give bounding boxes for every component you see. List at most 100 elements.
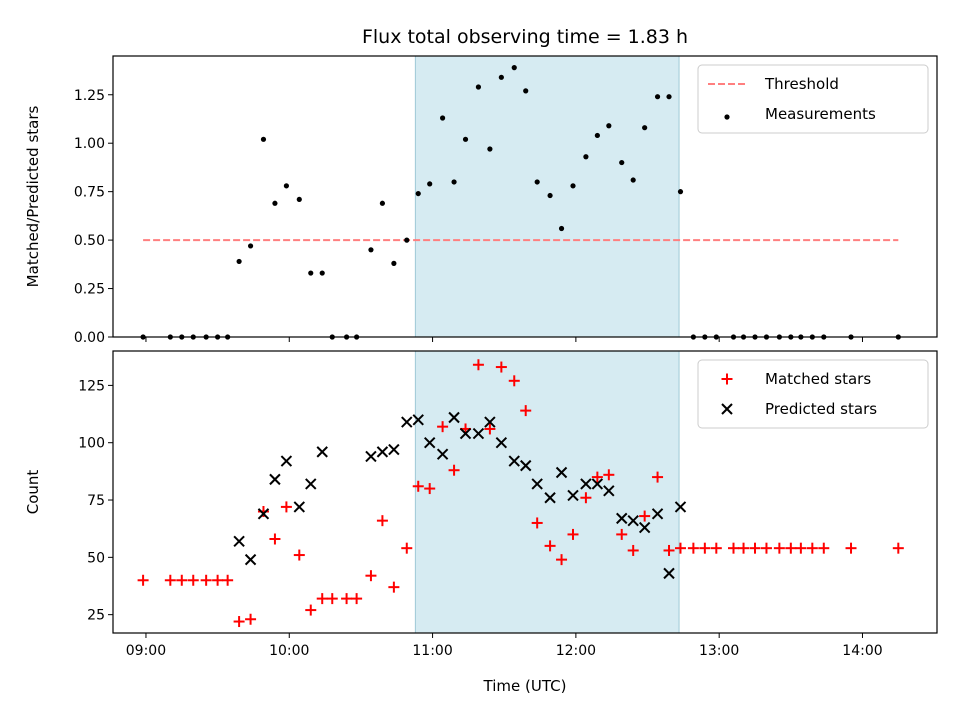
y-tick-label: 1.25 — [74, 88, 105, 104]
y-tick-label: 0.00 — [74, 330, 105, 346]
data-point — [269, 473, 281, 486]
data-point — [806, 542, 818, 554]
y-tick-label: 1.00 — [74, 136, 105, 152]
legend-entry: Predicted stars — [721, 400, 877, 418]
data-point — [316, 446, 328, 458]
data-point — [663, 567, 675, 580]
data-point — [583, 154, 589, 160]
data-point — [404, 237, 410, 243]
data-point — [296, 196, 302, 203]
data-point — [555, 466, 568, 479]
plot-frame — [112, 350, 938, 634]
data-point-stroke — [508, 455, 520, 467]
data-point — [606, 123, 612, 129]
data-point — [293, 501, 306, 513]
data-point-stroke — [376, 446, 389, 458]
data-point — [627, 544, 639, 556]
data-point — [484, 423, 496, 435]
data-point — [376, 446, 389, 458]
legend-handle — [721, 373, 733, 385]
x-tick-label: 11:00 — [412, 643, 452, 659]
data-point — [594, 132, 600, 139]
data-point — [283, 183, 289, 189]
series-predicted-stars — [233, 411, 687, 580]
data-point — [451, 179, 457, 185]
data-point — [212, 574, 224, 586]
data-point — [401, 416, 413, 428]
x-tick-label: 13:00 — [699, 643, 739, 659]
data-point — [305, 604, 317, 616]
data-point — [280, 455, 293, 467]
data-point — [511, 65, 517, 71]
bottom-panel-counts: 25 50 75 100 125 09:00 10:00 11:00 12:00 13:00 14:… — [24, 350, 938, 695]
data-point — [760, 542, 772, 554]
data-point — [666, 94, 672, 100]
data-point — [448, 411, 460, 424]
data-point — [365, 570, 377, 582]
data-point — [222, 574, 234, 586]
data-point — [448, 464, 460, 476]
data-point — [534, 179, 540, 185]
data-point — [591, 471, 603, 483]
data-point — [472, 427, 485, 440]
data-point — [642, 125, 648, 131]
y-tick-label: 75 — [87, 493, 105, 509]
data-point — [388, 443, 400, 456]
highlight-span — [414, 350, 680, 634]
data-point — [651, 508, 664, 520]
data-point — [547, 192, 553, 199]
data-point — [616, 512, 628, 525]
data-point — [520, 459, 532, 472]
data-point — [531, 478, 543, 490]
data-point-stroke — [638, 521, 651, 534]
data-point-stroke — [472, 427, 485, 440]
data-point — [245, 613, 257, 625]
data-point-stroke — [388, 443, 400, 456]
data-point-stroke — [674, 501, 687, 513]
data-point — [773, 542, 785, 554]
data-point-stroke — [412, 414, 424, 426]
y-tick-label: 0.50 — [74, 233, 105, 249]
data-point — [440, 115, 446, 121]
data-point — [137, 574, 149, 586]
data-point — [272, 200, 278, 206]
data-point-stroke — [436, 448, 449, 460]
data-point — [654, 94, 661, 100]
data-point — [674, 501, 687, 513]
data-point — [630, 177, 636, 183]
data-point — [176, 574, 188, 586]
data-point-stroke — [423, 437, 436, 449]
legend-entry: Matched stars — [721, 370, 871, 388]
data-point — [187, 574, 199, 586]
x-tick-label: 10:00 — [269, 643, 309, 659]
data-point — [652, 471, 664, 483]
legend-label: Threshold — [764, 75, 839, 93]
data-point — [544, 540, 556, 552]
data-point — [257, 508, 270, 520]
data-point — [687, 542, 699, 554]
data-point — [627, 514, 639, 527]
legend-handle — [721, 403, 733, 415]
data-point-stroke — [603, 485, 615, 497]
legend-box — [697, 359, 929, 429]
data-point — [795, 542, 807, 554]
data-point — [818, 542, 830, 554]
data-point — [785, 542, 797, 554]
data-point — [639, 510, 651, 522]
legend-entry: Measurements — [724, 105, 876, 123]
x-tick-label: 09:00 — [126, 643, 166, 659]
data-point-stroke — [651, 508, 664, 520]
highlight-span — [414, 55, 680, 338]
data-point — [427, 181, 433, 187]
data-point — [591, 478, 604, 490]
legend-label: Predicted stars — [765, 400, 877, 418]
data-point — [487, 146, 493, 152]
data-point — [498, 74, 504, 80]
y-tick-label: 100 — [78, 436, 105, 452]
data-point — [415, 190, 421, 197]
data-point-stroke — [663, 567, 675, 580]
y-tick-label: 50 — [87, 550, 105, 566]
data-point — [523, 88, 529, 94]
data-point — [567, 489, 579, 502]
